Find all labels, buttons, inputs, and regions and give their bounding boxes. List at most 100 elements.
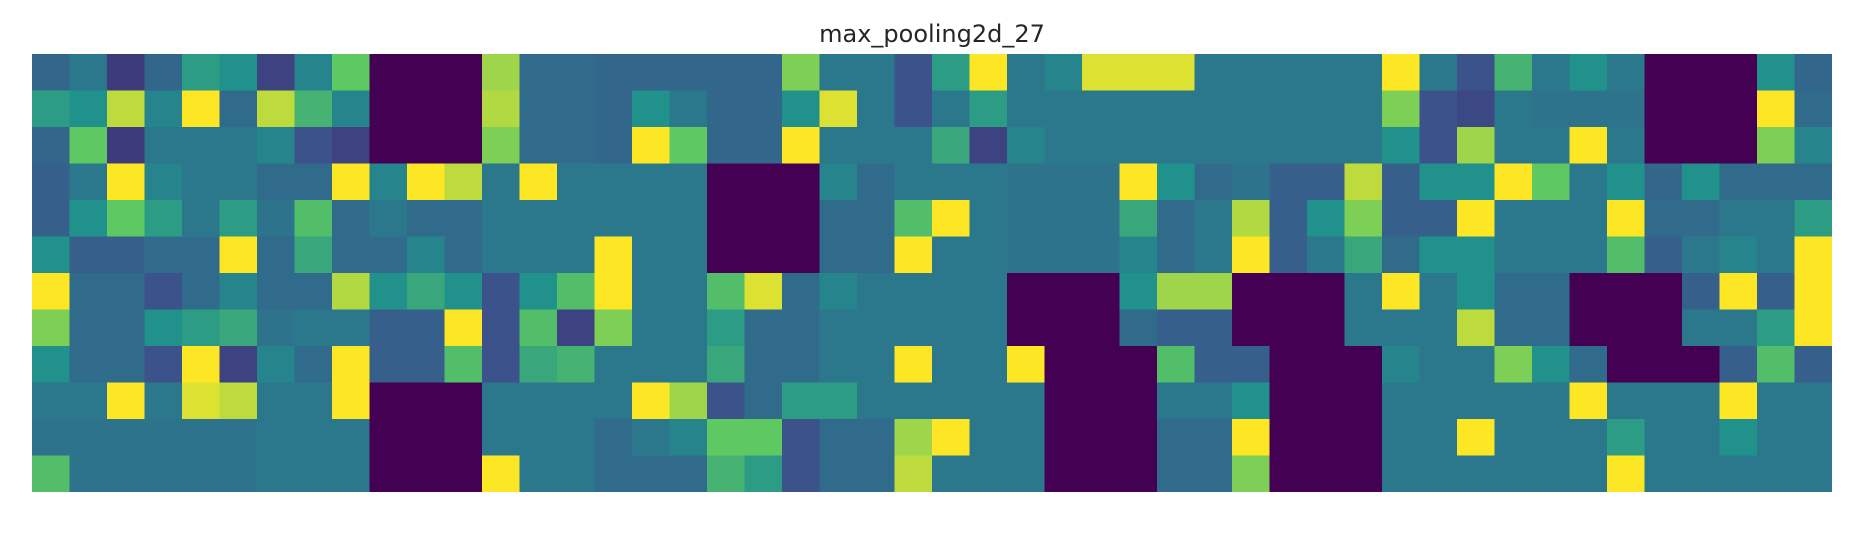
heatmap-cell bbox=[1082, 382, 1121, 420]
heatmap-cell bbox=[257, 236, 296, 274]
heatmap-cell bbox=[1232, 419, 1271, 457]
heatmap-cell bbox=[1082, 419, 1121, 457]
heatmap-cell bbox=[1194, 200, 1233, 238]
heatmap-cell bbox=[519, 163, 558, 201]
heatmap-cell bbox=[1757, 127, 1796, 165]
heatmap-cell bbox=[1682, 419, 1721, 457]
heatmap-cell bbox=[1007, 309, 1046, 347]
heatmap-cell bbox=[219, 163, 258, 201]
heatmap-cell bbox=[932, 90, 971, 128]
heatmap-cell bbox=[1157, 309, 1196, 347]
heatmap-cell bbox=[1082, 346, 1121, 384]
heatmap-cell bbox=[1044, 273, 1083, 311]
heatmap-cell bbox=[32, 455, 71, 492]
heatmap-cell bbox=[144, 200, 183, 238]
heatmap-cell bbox=[369, 382, 408, 420]
heatmap-cell bbox=[1082, 163, 1121, 201]
heatmap-cell bbox=[707, 54, 746, 92]
heatmap-cell bbox=[969, 346, 1008, 384]
heatmap-cell bbox=[144, 163, 183, 201]
heatmap-cell bbox=[69, 309, 108, 347]
heatmap-cell bbox=[557, 382, 596, 420]
heatmap-cell bbox=[332, 90, 371, 128]
heatmap-cell bbox=[1494, 127, 1533, 165]
heatmap-cell bbox=[69, 419, 108, 457]
heatmap-cell bbox=[219, 200, 258, 238]
heatmap-cell bbox=[1082, 455, 1121, 492]
heatmap-cell bbox=[782, 163, 821, 201]
heatmap-cell bbox=[482, 273, 521, 311]
heatmap-cell bbox=[819, 382, 858, 420]
heatmap-cell bbox=[1044, 127, 1083, 165]
heatmap-cell bbox=[1794, 382, 1832, 420]
heatmap-cell bbox=[369, 309, 408, 347]
heatmap-cell bbox=[1194, 382, 1233, 420]
heatmap-cell bbox=[782, 455, 821, 492]
heatmap-cell bbox=[1082, 309, 1121, 347]
heatmap-cell bbox=[1532, 163, 1571, 201]
heatmap-cell bbox=[1757, 236, 1796, 274]
heatmap-cell bbox=[557, 273, 596, 311]
heatmap-cell bbox=[107, 455, 146, 492]
heatmap-cell bbox=[1419, 419, 1458, 457]
heatmap-cell bbox=[632, 54, 671, 92]
heatmap-cell bbox=[1757, 163, 1796, 201]
heatmap-cell bbox=[294, 419, 333, 457]
heatmap-cell bbox=[1007, 54, 1046, 92]
heatmap-cell bbox=[1682, 163, 1721, 201]
heatmap-cell bbox=[594, 273, 633, 311]
heatmap-cell bbox=[594, 127, 633, 165]
heatmap-cell bbox=[1607, 382, 1646, 420]
heatmap-cell bbox=[1232, 200, 1271, 238]
heatmap-cell bbox=[1569, 455, 1608, 492]
heatmap-cell bbox=[1119, 54, 1158, 92]
heatmap-cell bbox=[894, 200, 933, 238]
heatmap-cell bbox=[1457, 346, 1496, 384]
heatmap-cell bbox=[1607, 127, 1646, 165]
heatmap-cell bbox=[1532, 90, 1571, 128]
heatmap-cell bbox=[144, 54, 183, 92]
heatmap-cell bbox=[1532, 309, 1571, 347]
heatmap-cell bbox=[257, 163, 296, 201]
heatmap-cell bbox=[444, 273, 483, 311]
heatmap-cell bbox=[1307, 236, 1346, 274]
heatmap-cell bbox=[257, 382, 296, 420]
heatmap-cell bbox=[1082, 90, 1121, 128]
heatmap-cell bbox=[1269, 200, 1308, 238]
heatmap-cell bbox=[1382, 273, 1421, 311]
heatmap-cell bbox=[1307, 309, 1346, 347]
heatmap-cell bbox=[894, 382, 933, 420]
heatmap-cell bbox=[894, 346, 933, 384]
heatmap-cell bbox=[1494, 54, 1533, 92]
heatmap-cell bbox=[1157, 236, 1196, 274]
heatmap-cell bbox=[257, 273, 296, 311]
heatmap-cell bbox=[1532, 273, 1571, 311]
heatmap-cell bbox=[1007, 273, 1046, 311]
heatmap-cell bbox=[1007, 455, 1046, 492]
heatmap-cell bbox=[1607, 309, 1646, 347]
heatmap-cell bbox=[819, 419, 858, 457]
heatmap-cell bbox=[969, 236, 1008, 274]
heatmap-cell bbox=[294, 455, 333, 492]
heatmap-cell bbox=[69, 127, 108, 165]
heatmap-cell bbox=[857, 163, 896, 201]
heatmap-cell bbox=[1382, 236, 1421, 274]
heatmap-cell bbox=[1307, 382, 1346, 420]
heatmap-cell bbox=[1569, 236, 1608, 274]
heatmap-cell bbox=[407, 346, 446, 384]
heatmap-cell bbox=[1119, 309, 1158, 347]
heatmap-cell bbox=[1119, 200, 1158, 238]
heatmap-cell bbox=[1082, 273, 1121, 311]
heatmap-cell bbox=[1269, 236, 1308, 274]
heatmap-cell bbox=[444, 54, 483, 92]
heatmap-cell bbox=[1532, 419, 1571, 457]
heatmap-cell bbox=[32, 90, 71, 128]
heatmap-cell bbox=[1307, 90, 1346, 128]
heatmap-cell bbox=[857, 200, 896, 238]
heatmap-cell bbox=[369, 127, 408, 165]
heatmap-cell bbox=[1419, 346, 1458, 384]
heatmap-cell bbox=[332, 455, 371, 492]
heatmap-cell bbox=[69, 382, 108, 420]
heatmap-cell bbox=[1119, 236, 1158, 274]
heatmap-cell bbox=[894, 273, 933, 311]
